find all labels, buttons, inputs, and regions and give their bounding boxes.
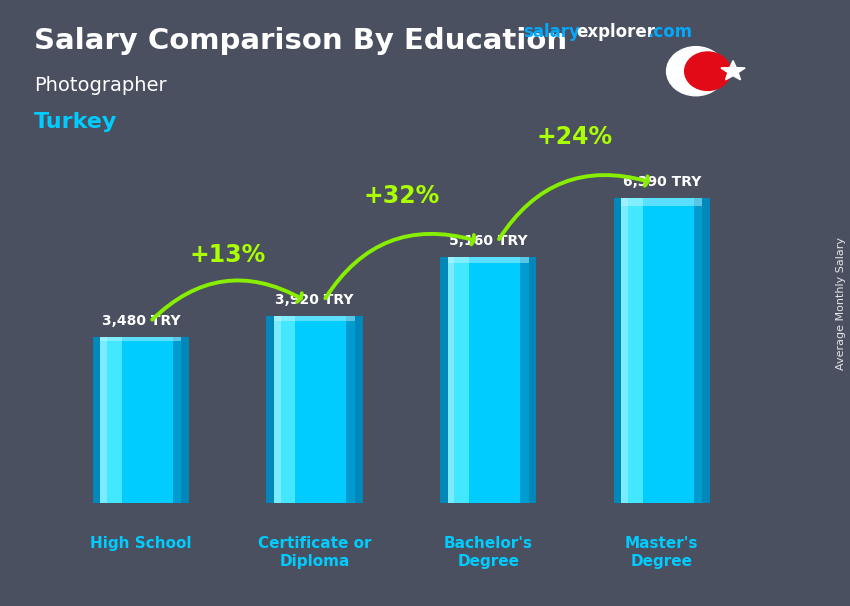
Bar: [266, 316, 363, 503]
Bar: [100, 337, 107, 503]
Text: Salary Comparison By Education: Salary Comparison By Education: [34, 27, 567, 55]
Text: explorer: explorer: [576, 23, 655, 41]
Bar: [93, 337, 189, 503]
Bar: [621, 198, 643, 503]
Text: Average Monthly Salary: Average Monthly Salary: [836, 236, 846, 370]
Bar: [440, 257, 536, 503]
Bar: [448, 257, 529, 263]
Text: 6,390 TRY: 6,390 TRY: [622, 176, 701, 190]
Text: 5,160 TRY: 5,160 TRY: [449, 234, 528, 248]
Text: Turkey: Turkey: [34, 112, 117, 132]
Text: +24%: +24%: [537, 125, 613, 149]
Text: +13%: +13%: [190, 243, 266, 267]
Bar: [274, 316, 280, 503]
Text: +32%: +32%: [363, 184, 439, 208]
Text: Photographer: Photographer: [34, 76, 167, 95]
Text: Master's
Degree: Master's Degree: [625, 536, 699, 569]
Bar: [100, 337, 181, 341]
Bar: [173, 337, 189, 503]
Text: .com: .com: [648, 23, 693, 41]
Circle shape: [684, 52, 731, 90]
Bar: [100, 337, 122, 503]
Text: 3,920 TRY: 3,920 TRY: [275, 293, 354, 307]
Text: Certificate or
Diploma: Certificate or Diploma: [258, 536, 371, 569]
Bar: [448, 257, 529, 503]
Bar: [448, 257, 455, 503]
Bar: [520, 257, 536, 503]
Polygon shape: [721, 61, 745, 80]
Bar: [274, 316, 355, 503]
Bar: [614, 198, 710, 503]
Text: 3,480 TRY: 3,480 TRY: [101, 315, 180, 328]
Bar: [621, 198, 702, 503]
Circle shape: [666, 47, 725, 96]
Bar: [346, 316, 363, 503]
Bar: [274, 316, 295, 503]
Bar: [100, 337, 181, 503]
Bar: [274, 316, 355, 321]
Text: High School: High School: [90, 536, 191, 551]
Bar: [448, 257, 469, 503]
Bar: [621, 198, 702, 205]
Text: Bachelor's
Degree: Bachelor's Degree: [444, 536, 533, 569]
Text: salary: salary: [523, 23, 580, 41]
Bar: [621, 198, 628, 503]
Bar: [694, 198, 710, 503]
